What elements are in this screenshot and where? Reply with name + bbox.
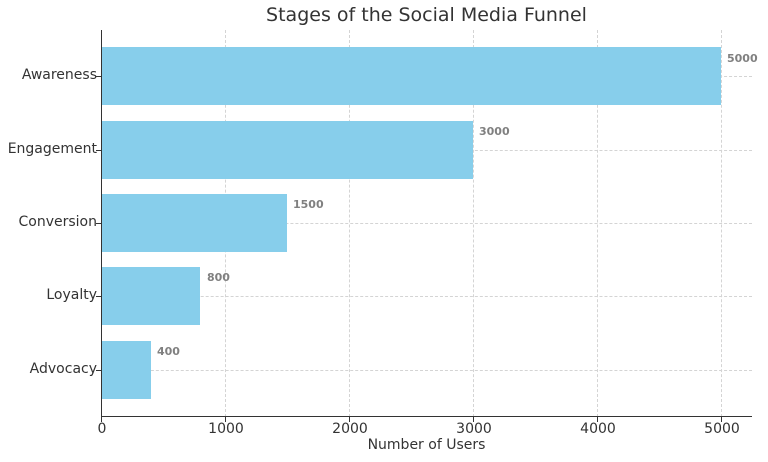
gridline-y-advocacy xyxy=(101,370,752,371)
bar-advocacy xyxy=(101,341,151,399)
x-tick xyxy=(473,417,474,422)
y-label-advocacy: Advocacy xyxy=(29,361,97,377)
plot-area: 5000 3000 1500 800 400 xyxy=(101,30,758,417)
y-tick xyxy=(96,150,101,151)
bar-conversion xyxy=(101,194,287,252)
value-label-loyalty: 800 xyxy=(207,271,230,284)
x-tick xyxy=(597,417,598,422)
x-tick-label-1000: 1000 xyxy=(208,421,244,437)
x-tick-label-2000: 2000 xyxy=(332,421,368,437)
y-tick xyxy=(96,76,101,77)
value-label-advocacy: 400 xyxy=(157,345,180,358)
x-tick xyxy=(225,417,226,422)
bar-loyalty xyxy=(101,267,200,325)
x-tick-label-0: 0 xyxy=(97,421,107,437)
x-tick xyxy=(721,417,722,422)
x-tick xyxy=(349,417,350,422)
y-label-loyalty: Loyalty xyxy=(46,287,97,303)
gridline-y-loyalty xyxy=(101,296,752,297)
gridline-y-conversion xyxy=(101,223,752,224)
value-label-engagement: 3000 xyxy=(479,125,510,138)
x-tick xyxy=(101,417,102,422)
value-label-conversion: 1500 xyxy=(293,198,324,211)
y-tick xyxy=(96,370,101,371)
bar-awareness xyxy=(101,47,721,105)
y-axis-line xyxy=(101,30,102,417)
chart-title: Stages of the Social Media Funnel xyxy=(266,4,587,26)
y-label-engagement: Engagement xyxy=(7,141,97,157)
x-axis-title: Number of Users xyxy=(367,437,486,453)
y-label-conversion: Conversion xyxy=(18,214,98,230)
y-tick xyxy=(96,296,101,297)
x-tick-label-5000: 5000 xyxy=(704,421,740,437)
x-tick-label-4000: 4000 xyxy=(580,421,616,437)
x-tick-label-3000: 3000 xyxy=(456,421,492,437)
y-label-awareness: Awareness xyxy=(21,67,97,83)
x-axis-line xyxy=(101,416,752,417)
bar-engagement xyxy=(101,121,473,179)
y-tick xyxy=(96,223,101,224)
value-label-awareness: 5000 xyxy=(727,52,758,65)
